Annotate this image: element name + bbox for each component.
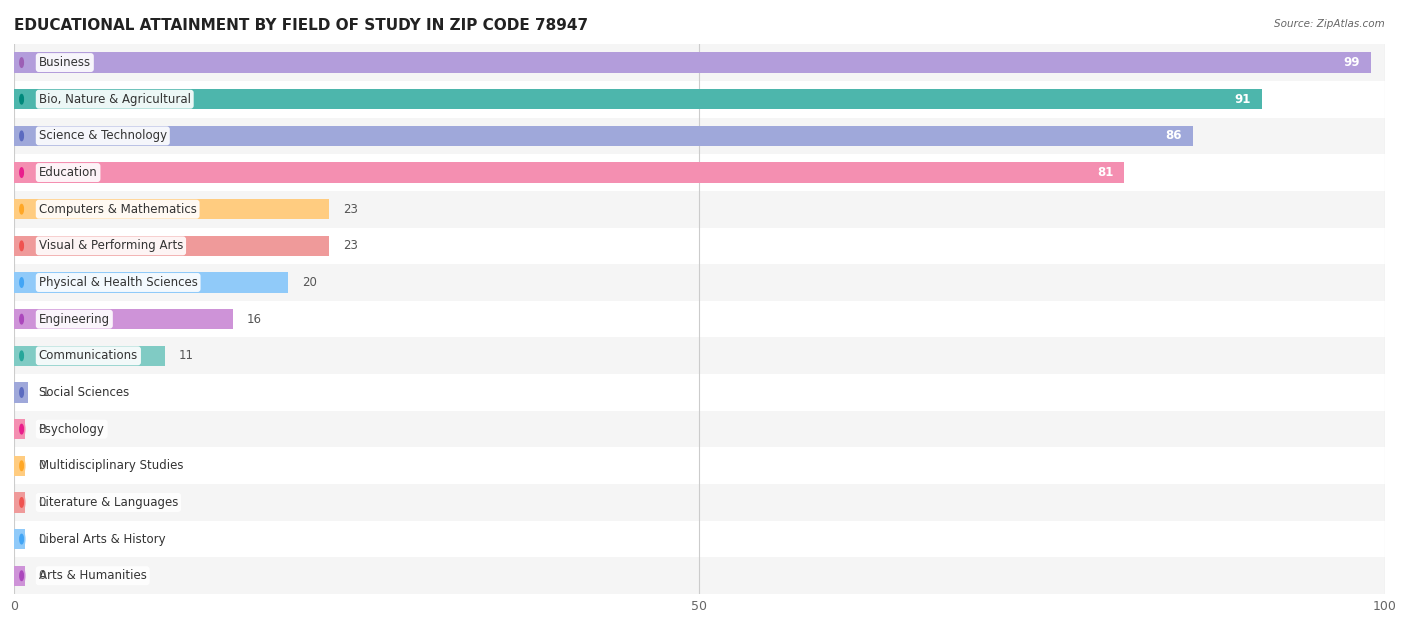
Circle shape (18, 90, 25, 108)
Circle shape (20, 497, 24, 507)
Text: 91: 91 (1234, 93, 1250, 106)
Bar (14, 529, 25, 549)
Text: 20: 20 (302, 276, 316, 289)
Circle shape (18, 237, 25, 255)
Circle shape (20, 58, 24, 68)
Text: Multidisciplinary Studies: Multidisciplinary Studies (39, 459, 183, 472)
Bar (14, 236, 329, 256)
Text: Communications: Communications (39, 349, 138, 362)
Circle shape (20, 167, 24, 178)
FancyBboxPatch shape (14, 118, 1385, 154)
Circle shape (18, 457, 25, 475)
Circle shape (20, 387, 24, 398)
Text: Visual & Performing Arts: Visual & Performing Arts (39, 240, 183, 252)
FancyBboxPatch shape (14, 521, 1385, 557)
FancyBboxPatch shape (14, 301, 1385, 337)
Circle shape (20, 314, 24, 324)
Text: 11: 11 (179, 349, 194, 362)
Text: 0: 0 (39, 423, 46, 435)
Text: Science & Technology: Science & Technology (39, 130, 167, 142)
Text: Bio, Nature & Agricultural: Bio, Nature & Agricultural (39, 93, 191, 106)
Text: Social Sciences: Social Sciences (39, 386, 129, 399)
FancyBboxPatch shape (14, 154, 1385, 191)
FancyBboxPatch shape (14, 374, 1385, 411)
FancyBboxPatch shape (14, 81, 1385, 118)
Bar (14, 346, 165, 366)
Bar (14, 126, 1192, 146)
Circle shape (20, 351, 24, 361)
Text: 0: 0 (39, 459, 46, 472)
Bar (14, 419, 25, 439)
Text: 99: 99 (1344, 56, 1360, 69)
Bar (14, 309, 233, 329)
Circle shape (18, 310, 25, 328)
Circle shape (18, 420, 25, 438)
Text: Literature & Languages: Literature & Languages (39, 496, 179, 509)
Text: EDUCATIONAL ATTAINMENT BY FIELD OF STUDY IN ZIP CODE 78947: EDUCATIONAL ATTAINMENT BY FIELD OF STUDY… (14, 18, 588, 33)
Text: Engineering: Engineering (39, 313, 110, 325)
Text: 81: 81 (1097, 166, 1114, 179)
Text: Source: ZipAtlas.com: Source: ZipAtlas.com (1274, 19, 1385, 29)
Bar (14, 492, 25, 513)
Text: 23: 23 (343, 240, 359, 252)
Circle shape (18, 54, 25, 71)
Circle shape (20, 204, 24, 214)
FancyBboxPatch shape (14, 411, 1385, 447)
Text: 23: 23 (343, 203, 359, 216)
FancyBboxPatch shape (14, 337, 1385, 374)
Bar (14, 566, 25, 586)
Text: 0: 0 (39, 569, 46, 582)
Circle shape (18, 127, 25, 145)
FancyBboxPatch shape (14, 484, 1385, 521)
Circle shape (20, 277, 24, 288)
Bar (14, 382, 28, 403)
Circle shape (18, 164, 25, 181)
Text: Business: Business (39, 56, 91, 69)
Bar (14, 89, 1261, 109)
Circle shape (20, 461, 24, 471)
Text: 0: 0 (39, 496, 46, 509)
Bar (14, 456, 25, 476)
Circle shape (20, 571, 24, 581)
FancyBboxPatch shape (14, 557, 1385, 594)
Bar (14, 52, 1371, 73)
FancyBboxPatch shape (14, 228, 1385, 264)
Text: Psychology: Psychology (39, 423, 104, 435)
Bar (14, 162, 1125, 183)
Circle shape (20, 241, 24, 251)
Text: Physical & Health Sciences: Physical & Health Sciences (39, 276, 198, 289)
Circle shape (18, 347, 25, 365)
Circle shape (18, 494, 25, 511)
Text: 1: 1 (42, 386, 49, 399)
Text: 16: 16 (247, 313, 262, 325)
Text: 0: 0 (39, 533, 46, 545)
Text: Arts & Humanities: Arts & Humanities (39, 569, 146, 582)
Bar (14, 199, 329, 219)
FancyBboxPatch shape (14, 264, 1385, 301)
Bar (14, 272, 288, 293)
Circle shape (20, 424, 24, 434)
FancyBboxPatch shape (14, 44, 1385, 81)
Text: Computers & Mathematics: Computers & Mathematics (39, 203, 197, 216)
Text: Education: Education (39, 166, 97, 179)
Text: Liberal Arts & History: Liberal Arts & History (39, 533, 166, 545)
Circle shape (18, 274, 25, 291)
Circle shape (18, 200, 25, 218)
Circle shape (18, 530, 25, 548)
Circle shape (20, 131, 24, 141)
Circle shape (18, 384, 25, 401)
FancyBboxPatch shape (14, 447, 1385, 484)
Text: 86: 86 (1166, 130, 1182, 142)
Circle shape (18, 567, 25, 585)
Circle shape (20, 94, 24, 104)
FancyBboxPatch shape (14, 191, 1385, 228)
Circle shape (20, 534, 24, 544)
